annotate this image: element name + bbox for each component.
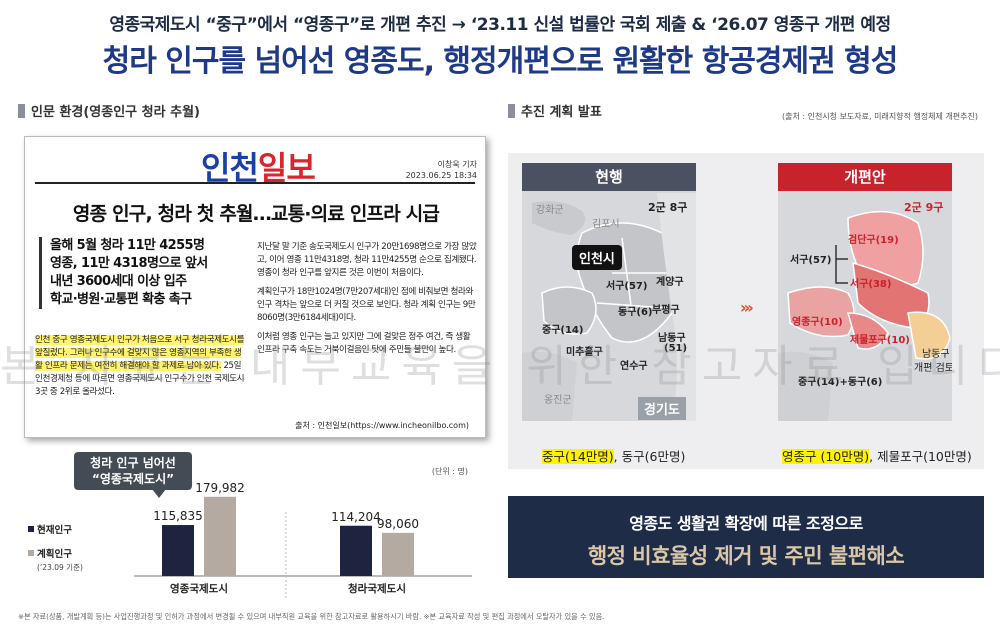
news-date: 2023.06.25 18:34 (405, 171, 477, 180)
map-label-jemulpo: 제물포구(10) (850, 335, 910, 346)
legend-current: 현재인구 (28, 522, 83, 536)
caption-rest: , 제물포구(10만명) (869, 449, 972, 464)
news-paragraph: 계획인구가 18만1024명(7만207세대)인 점에 비춰보면 청라와 인구 … (257, 287, 476, 323)
map-label-yeongjong: 영종구(10) (792, 317, 843, 328)
bar-value-label: 179,982 (195, 481, 245, 495)
map-label-yeonsu: 연수구 (620, 361, 648, 372)
news-clipping: 인천일보 이창욱 기자 2023.06.25 18:34 영종 인구, 청라 첫… (24, 136, 486, 438)
map-label-seogu57: 서구(57) (790, 255, 832, 266)
category-label: 영종국제도시 (170, 582, 228, 595)
news-lead-line: 학교·병원·교통편 확충 촉구 (50, 292, 192, 307)
category-label: 청라국제도시 (348, 582, 406, 595)
legend-swatch (28, 526, 34, 532)
bar-planned (204, 496, 236, 576)
caption-highlight: 중구(14만명) (542, 449, 614, 464)
map-proposed-caption: 영종구 (10만명), 제물포구(10만명) (782, 446, 972, 465)
map-label-junggu: 중구(14) (542, 325, 584, 336)
news-meta: 이창욱 기자 2023.06.25 18:34 (406, 159, 477, 181)
news-credit: 출처 : 인천일보(https://www.incheonilbo.com) (295, 421, 469, 430)
map-proposed-count: 2군 9구 (904, 201, 944, 214)
news-lead-line: 내년 3600세대 이상 입주 (50, 274, 187, 289)
map-current: 현행 2군 8구 강화군 김포시 인천시 서구(57) 계양구 동구(6) 부평… (522, 163, 696, 421)
map-current-head: 현행 (522, 163, 696, 191)
map-label-merged: 중구(14)+동구(6) (798, 377, 883, 388)
legend-swatch (28, 550, 34, 556)
source-note: (출처 : 인천시청 보도자료, 미래지향적 행정체제 개편추진) (781, 112, 978, 121)
map-label-ongjin: 옹진군 (544, 395, 572, 406)
callout-tail (152, 489, 166, 498)
news-headline: 영종 인구, 청라 첫 추월…교통·의료 인프라 시급 (72, 203, 440, 225)
news-paragraph: 지난달 말 기준 송도국제도시 인구가 20만1698명으로 가장 많았고, 이… (257, 242, 477, 278)
map-incheon-badge: 인천시 (572, 245, 622, 270)
map-label-michuhol: 미추홀구 (566, 347, 603, 358)
population-chart: 115,835 179,982 영종국제도시 114,204 98,060 청라국제도시 … (24, 452, 472, 612)
bar-value-label: 98,060 (377, 517, 419, 531)
news-paragraph: 이처럼 영종 인구는 늘고 있지만 그에 걸맞은 정주 여건, 즉 생활 인프라… (257, 332, 471, 355)
callout-line: “영종국제도시” (91, 472, 174, 486)
legend-note: (‘23.09 기준) (37, 563, 83, 572)
chart-legend: 현재인구 계획인구 (‘23.09 기준) (28, 522, 83, 573)
caption-highlight: 영종구 (10만명) (782, 449, 870, 464)
map-proposed-head: 개편안 (778, 163, 952, 191)
footer-note: ※본 자료(상품, 개발계획 등)는 사업진행과정 및 인허가 과정에서 변경될… (18, 612, 605, 621)
banner-line1: 영종도 생활권 확장에 따른 조정으로 (629, 514, 863, 533)
map-panel: 현행 2군 8구 강화군 김포시 인천시 서구(57) 계양구 동구(6) 부평… (508, 153, 984, 469)
map-label-gyeyang: 계양구 (656, 277, 684, 288)
bar-value-label: 115,835 (153, 509, 203, 523)
bar-value-label: 114,204 (331, 510, 381, 524)
news-divider (35, 182, 475, 184)
map-label-namdong-review: 개편 검토 (914, 363, 952, 374)
banner-line2: 행정 비효율성 제거 및 주민 불편해소 (587, 544, 905, 568)
map-current-count: 2군 8구 (648, 201, 688, 214)
section-marker-icon (18, 103, 25, 118)
map-current-shape (522, 191, 696, 421)
map-label-namdong: 남동구 (922, 349, 950, 360)
map-proposed-shape (778, 191, 952, 421)
section-marker-icon (508, 103, 515, 118)
arrow-right-icon: ››› (740, 298, 754, 317)
news-body-text: 25일 인천경제청 등에 따르면 영종국제도시 인구수가 인천 국제도시 3곳 … (35, 361, 245, 397)
bar-planned (382, 532, 414, 576)
bar-current (340, 525, 372, 576)
map-proposed: 개편안 2군 9구 검단구(19) 서구(57) 서구(38) 영종구(10) … (778, 163, 952, 421)
map-gyeonggi-badge: 경기도 (638, 397, 686, 420)
chart-callout: 청라 인구 넘어선 “영종국제도시” (74, 452, 192, 490)
map-label-seogu: 서구(57) (606, 281, 648, 292)
map-current-caption: 중구(14만명), 동구(6만명) (542, 446, 685, 465)
map-label-ganghwa: 강화군 (536, 205, 564, 216)
map-label-geomdan: 검단구(19) (848, 235, 899, 246)
map-label-gimpo: 김포시 (592, 219, 620, 230)
caption-rest: , 동구(6만명) (613, 449, 686, 464)
callout-line: 청라 인구 넘어선 (90, 456, 176, 470)
map-label-namdong: 남동구 (658, 333, 686, 344)
legend-label: 현재인구 (37, 525, 72, 536)
bar-current (162, 525, 194, 576)
map-label-donggu: 동구(6) (618, 307, 653, 318)
news-lead: 올해 5월 청라 11만 4255명 영종, 11만 4318명으로 앞서 내년… (39, 237, 239, 309)
right-section-label: 추진 계획 발표 (521, 105, 602, 120)
news-lead-line: 올해 5월 청라 11만 4255명 (50, 238, 205, 253)
right-section-title: 추진 계획 발표 (508, 101, 602, 120)
legend-planned: 계획인구 (28, 546, 83, 560)
map-label-seogu38: 서구(38) (850, 279, 892, 290)
news-body-left: 인천 중구 영종국제도시 인구가 처음으로 서구 청라국제도시를 앞질렀다. 그… (35, 334, 247, 399)
summary-banner: 영종도 생활권 확장에 따른 조정으로 행정 비효율성 제거 및 주민 불편해소 (508, 496, 984, 578)
map-label-namdong-count: (51) (664, 343, 688, 354)
page-title: 청라 인구를 넘어선 영종도, 행정개편으로 원활한 항공경제권 형성 (102, 44, 899, 79)
legend-label: 계획인구 (37, 549, 72, 560)
header-subtitle: 영종국제도시 “중구”에서 “영종구”로 개편 추진 → ‘23.11 신설 법… (109, 15, 891, 35)
news-highlight: 인천 중구 영종국제도시 인구가 처음으로 서구 청라국제도시를 앞질렀다. 그… (35, 335, 245, 371)
left-section-label: 인문 환경(영종인구 청라 추월) (31, 105, 200, 120)
chart-unit: (단위 : 명) (431, 467, 468, 476)
news-body-right: 지난달 말 기준 송도국제도시 인구가 20만1698명으로 가장 많았고, 이… (257, 241, 479, 363)
news-reporter: 이창욱 기자 (437, 160, 477, 169)
left-section-title: 인문 환경(영종인구 청라 추월) (18, 101, 200, 120)
news-lead-line: 영종, 11만 4318명으로 앞서 (50, 256, 208, 271)
news-logo: 인천일보 (201, 149, 316, 187)
map-label-bupyeong: 부평구 (652, 305, 680, 316)
